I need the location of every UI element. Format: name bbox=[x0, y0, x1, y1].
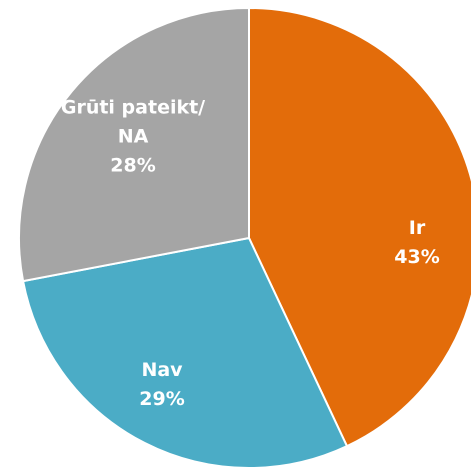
slice-category-label: Nav bbox=[141, 359, 183, 381]
pie-slice-ir bbox=[248, 6, 471, 448]
slice-value-label: 29% bbox=[139, 388, 184, 410]
slice-value-label: 43% bbox=[394, 246, 439, 268]
pie-slice-grūti-pateikt-na bbox=[18, 6, 250, 283]
slice-category-label: Grūti pateikt/ bbox=[61, 97, 205, 119]
slice-category-label: Ir bbox=[409, 217, 426, 239]
slice-category-label: NA bbox=[118, 126, 149, 148]
slice-value-label: 28% bbox=[110, 155, 155, 177]
pie-slice-nav bbox=[21, 236, 349, 469]
